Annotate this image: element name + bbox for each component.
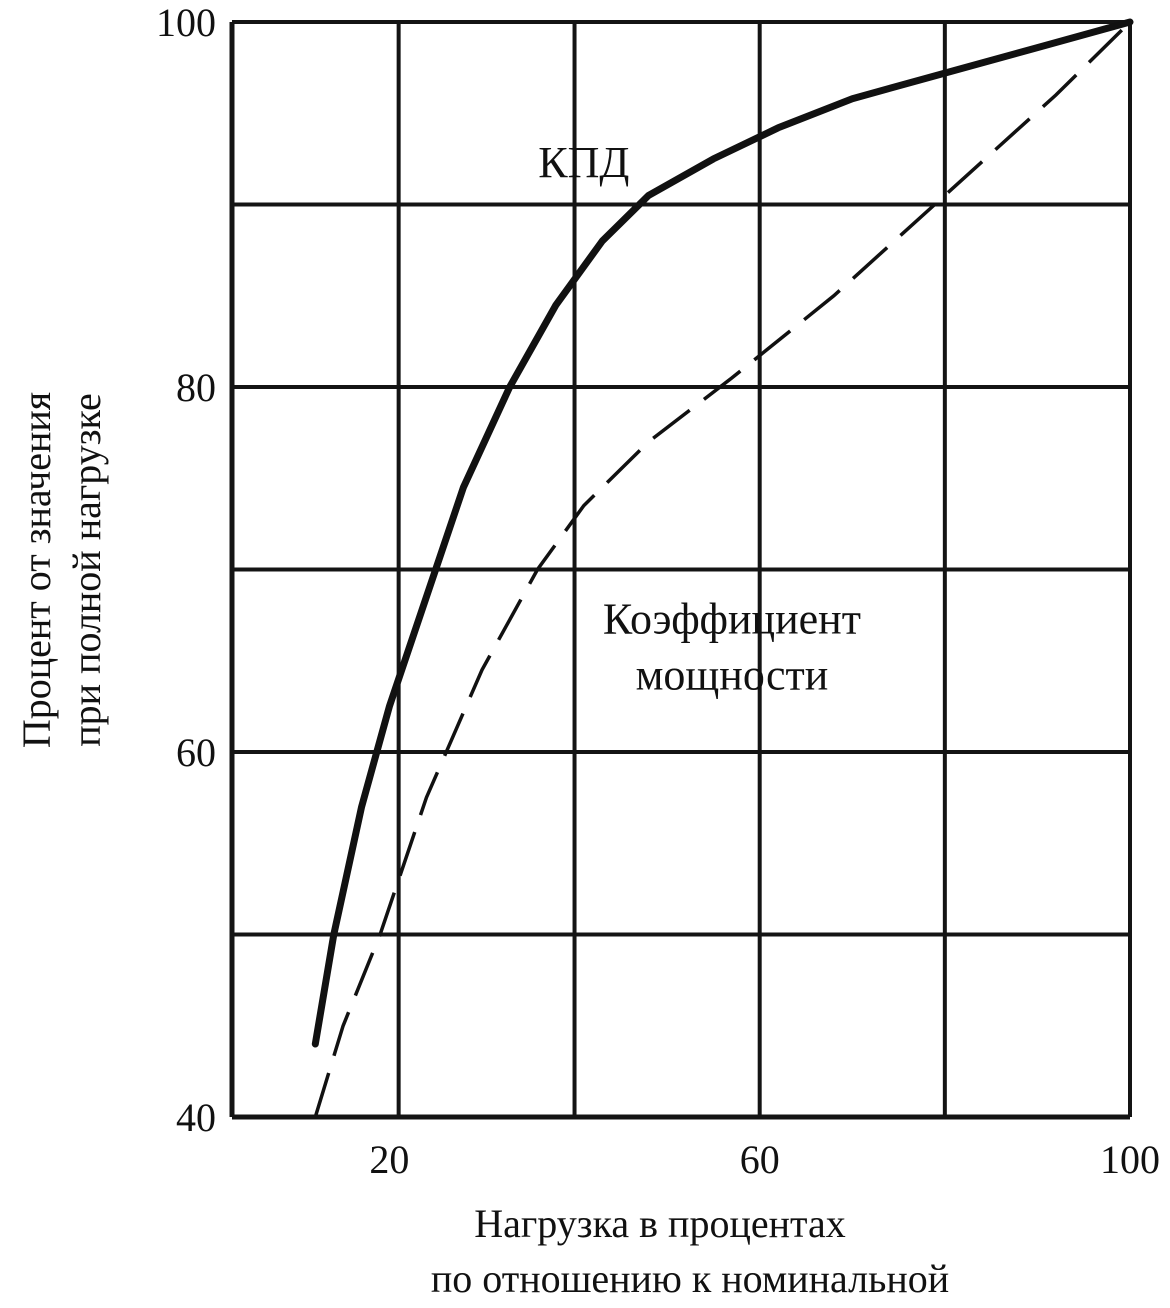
x-tick-label-1: 60 xyxy=(740,1137,780,1182)
series-layer xyxy=(311,18,1134,1118)
x-axis-title-line-1: по отношению к номинальной xyxy=(431,1256,949,1301)
x-axis-title-line-0: Нагрузка в процентах xyxy=(474,1201,845,1246)
series-line-0 xyxy=(311,18,1134,1048)
x-tick-label-0: 20 xyxy=(369,1137,409,1182)
y-tick-label-0: 40 xyxy=(176,1095,216,1140)
y-axis-title-line-0: Процент от значения xyxy=(14,392,59,748)
series-annotation-0-line-0: КПД xyxy=(538,138,629,187)
x-tick-label-2: 100 xyxy=(1100,1137,1160,1182)
y-tick-label-3: 100 xyxy=(156,0,216,45)
series-line-1 xyxy=(313,20,1132,1118)
plot-frame xyxy=(229,22,1130,1120)
y-tick-label-2: 80 xyxy=(176,365,216,410)
grid xyxy=(232,20,1132,1119)
labels: 40 60 80 100 20 60 100 Нагрузка в процентах по о… xyxy=(14,0,1160,1301)
series-annotation-1-line-1: мощности xyxy=(636,650,829,699)
series-annotation-1-line-0: Коэффициент xyxy=(603,594,861,643)
y-axis-title-line-1: при полной нагрузке xyxy=(64,393,109,747)
y-tick-label-1: 60 xyxy=(176,730,216,775)
